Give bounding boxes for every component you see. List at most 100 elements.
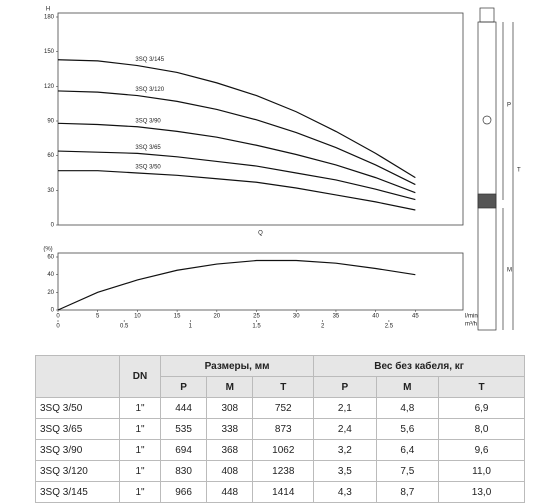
table-cell: 13,0 [438,481,525,503]
x2-unit: m³/h [465,322,477,328]
subheader-cell: M [206,376,254,398]
y-tick-label: 120 [44,84,55,90]
table-cell: 5,6 [375,418,440,440]
plot-frame [57,252,464,311]
table-cell: 3,5 [313,460,377,482]
table-cell: 1" [119,439,161,461]
y-tick-label: 60 [47,153,54,159]
y-tick-label: 0 [51,223,55,229]
x-tick-label: 15 [174,314,181,320]
table-cell: 2,4 [313,418,377,440]
table-cell: 9,6 [438,439,525,461]
table-cell: 3SQ 3/50 [35,397,120,419]
pump-head [479,7,495,23]
x-tick-label: 45 [412,314,419,320]
plot-frame [57,12,464,226]
table-cell: 368 [206,439,254,461]
x-axis-label: Q [258,231,263,237]
x-tick-label: 20 [213,314,220,320]
x2-tick-label: 0 [56,324,60,330]
curve-label: 3SQ 3/145 [135,57,164,63]
table-row: 3SQ 3/145 1" 966 448 1414 4,3 8,7 13,0 [35,481,525,503]
table-body: 3SQ 3/50 1" 444 308 752 2,1 4,8 6,9 3SQ 3/65 1" 53… [35,397,525,503]
table-cell: 3SQ 3/145 [35,481,120,503]
table-cell: 448 [206,481,254,503]
x-unit: l/min [465,314,478,320]
y-tick-label: 150 [44,49,55,55]
table-cell: 1062 [252,439,315,461]
pump-body [477,21,497,331]
dim-label: T [517,168,521,174]
y-tick-label: 60 [47,255,54,261]
subheader-cell: M [375,376,440,398]
table-cell: 830 [159,460,208,482]
curve-label: 3SQ 3/120 [135,87,164,93]
x2-tick-label: 1 [189,324,193,330]
table-cell: 4,8 [375,397,440,419]
x2-tick-label: 2 [321,324,325,330]
curve [57,59,416,179]
table-cell: 1" [119,397,161,419]
x-tick-label: 30 [293,314,300,320]
table-cell: 11,0 [438,460,525,482]
table-cell: 3SQ 3/65 [35,418,120,440]
y-tick-label: 0 [51,308,55,314]
dim-label: M [507,268,512,274]
x-tick-label: 25 [253,314,260,320]
table-cell: 535 [159,418,208,440]
subheader-cell: T [438,376,525,398]
table-cell: 8,7 [375,481,440,503]
table-cell: 752 [252,397,315,419]
curve [57,259,416,311]
pump-inlet [477,193,497,209]
table-cell: 1414 [252,481,315,503]
header-cell: Размеры, мм [159,355,315,377]
table-cell: 4,3 [313,481,377,503]
table-cell: 6,4 [375,439,440,461]
table-cell: 3,2 [313,439,377,461]
curve [57,122,416,194]
table-cell: 1" [119,460,161,482]
table-cell: 338 [206,418,254,440]
curve [57,90,416,186]
x2-tick-label: 1.5 [252,324,261,330]
table-cell: 966 [159,481,208,503]
table-cell: 308 [206,397,254,419]
curve [57,150,416,201]
pump-valve [482,115,492,125]
table-cell: 2,1 [313,397,377,419]
x2-tick-label: 0.5 [120,324,129,330]
header-cell: DN [119,355,161,398]
table-cell: 6,9 [438,397,525,419]
curve-label: 3SQ 3/50 [135,165,161,171]
table-row: 3SQ 3/65 1" 535 338 873 2,4 5,6 8,0 [35,418,525,440]
curve [58,170,416,211]
x-tick-label: 35 [333,314,340,320]
table-cell: 873 [252,418,315,440]
table-cell: 3SQ 3/90 [35,439,120,461]
subheader-cell: T [252,376,315,398]
subheader-cell: P [159,376,208,398]
y-tick-label: 30 [47,188,54,194]
pump-drawing [477,7,514,331]
x-tick-label: 0 [56,314,60,320]
dim-label: P [507,103,511,109]
header-cell: Вес без кабеля, кг [313,355,525,377]
table-cell: 444 [159,397,208,419]
table-cell: 1" [119,481,161,503]
y-tick-label: 20 [47,290,54,296]
x2-tick-label: 2.5 [385,324,394,330]
y-axis-label: H [46,7,50,13]
table-cell: 408 [206,460,254,482]
x-tick-label: 10 [134,314,141,320]
x-tick-label: 5 [96,314,100,320]
table-cell: 8,0 [438,418,525,440]
table-cell: 1238 [252,460,315,482]
corner [35,355,120,398]
table-row: 3SQ 3/50 1" 444 308 752 2,1 4,8 6,9 [35,397,525,419]
table-cell: 3SQ 3/120 [35,460,120,482]
